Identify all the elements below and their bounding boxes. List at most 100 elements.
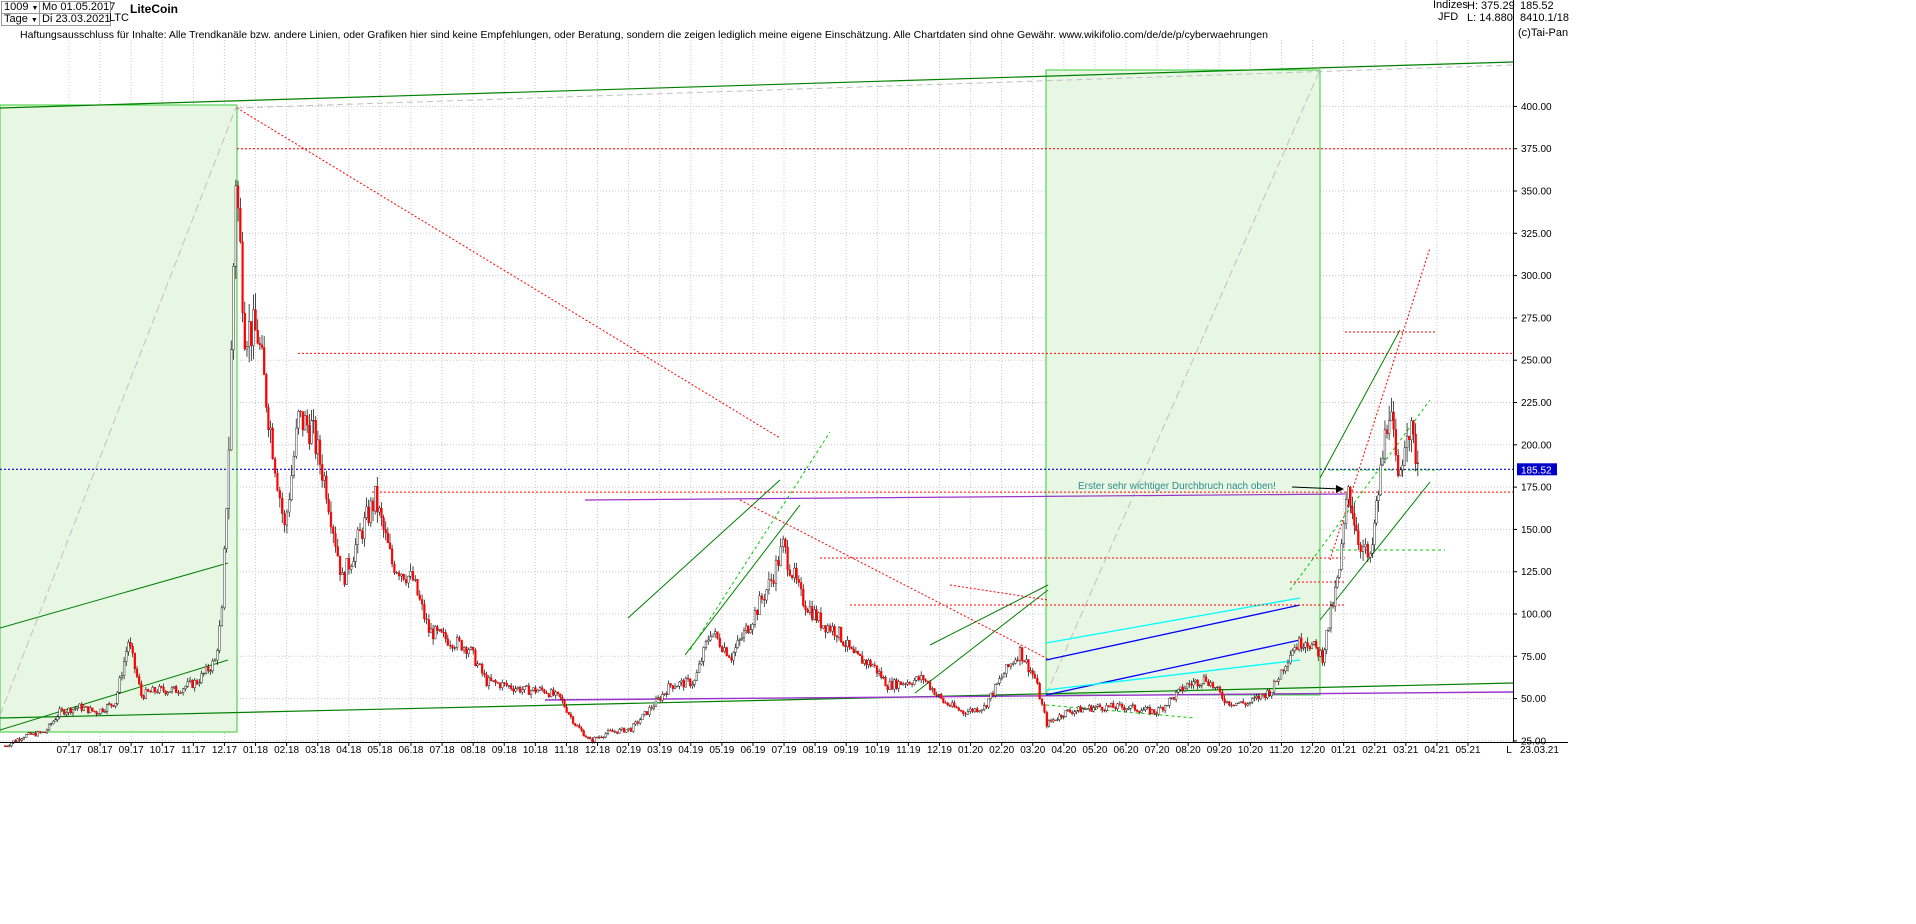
candle (54, 719, 57, 722)
candle (127, 642, 130, 652)
candle (269, 427, 272, 430)
candle (1403, 447, 1406, 466)
candle (926, 680, 929, 683)
candle (1198, 685, 1201, 687)
trend-line (0, 562, 229, 629)
candle (693, 680, 696, 685)
time-tick-label: 05.20 (1082, 745, 1107, 756)
candle (908, 682, 911, 685)
candle (162, 686, 165, 692)
candle (788, 569, 791, 576)
candle (494, 680, 497, 683)
candle (527, 685, 530, 695)
candle (8, 745, 11, 747)
candle (1040, 699, 1044, 705)
time-axis-labels: 07.17 08.17 09.17 10.17 11.17 12.17 01.18 02.18… (56, 742, 1559, 756)
candle (12, 740, 15, 744)
price-chart[interactable]: 25.00 50.00 75.00 100.00 125.00 150.00 175.00 2… (0, 0, 1568, 756)
candle (996, 682, 999, 685)
candle (1016, 659, 1019, 661)
candle (451, 645, 454, 649)
candle (523, 685, 526, 691)
candle (569, 713, 573, 717)
candle (170, 687, 174, 692)
candle (350, 565, 353, 570)
candle (1204, 676, 1208, 682)
candle (1012, 663, 1015, 665)
candle (747, 625, 750, 634)
candle (1295, 647, 1299, 650)
price-tick-label: 375.00 (1521, 144, 1552, 155)
candle (179, 692, 182, 694)
candle (760, 595, 764, 600)
time-tick-label: 06.18 (398, 745, 423, 756)
candle (1268, 690, 1271, 697)
candle (850, 647, 853, 650)
candle (848, 639, 851, 648)
candle (948, 705, 952, 707)
candle (248, 321, 251, 347)
candle (1371, 544, 1374, 554)
candle (99, 708, 102, 714)
candle (110, 703, 113, 706)
candle (856, 651, 860, 655)
candle (271, 427, 274, 459)
candle (709, 636, 712, 641)
candle (1266, 690, 1269, 699)
candle (195, 680, 199, 685)
time-tick-label: 03.21 (1393, 745, 1418, 756)
candle (763, 599, 766, 601)
candle (172, 686, 176, 689)
candle (390, 548, 394, 565)
period-selector[interactable]: Tage ▼ (1, 13, 41, 26)
candle (643, 711, 646, 715)
candle (1155, 712, 1158, 715)
candle (125, 651, 128, 662)
candle (616, 731, 619, 734)
candle (732, 652, 735, 661)
candle (256, 330, 259, 344)
candle (1085, 708, 1089, 710)
candle (184, 686, 187, 690)
candle (714, 631, 717, 635)
trend-lines (0, 61, 1514, 731)
candle (865, 659, 868, 665)
candle (400, 573, 403, 577)
candle (824, 625, 827, 633)
category-label: Indizes (1431, 0, 1470, 11)
trend-line (236, 64, 1514, 109)
highlight-zones (0, 69, 1321, 733)
candle (1304, 642, 1307, 648)
candle (1177, 688, 1180, 693)
candle (1142, 709, 1145, 711)
time-tick-label: 04.20 (1051, 745, 1076, 756)
candle (241, 241, 244, 314)
candle (707, 639, 710, 642)
candle (521, 689, 524, 693)
candle (915, 676, 918, 681)
candle (1275, 680, 1278, 683)
candle (686, 677, 690, 680)
candle (1345, 499, 1348, 524)
end-date-field[interactable]: Di 23.03.2021 (39, 13, 111, 26)
candle (736, 640, 739, 648)
candle (120, 675, 124, 678)
candle (538, 687, 542, 691)
candle (1211, 682, 1215, 688)
candle (465, 647, 468, 654)
candle (1334, 586, 1337, 607)
candle (661, 694, 664, 701)
candle (1075, 710, 1078, 713)
current-price-tag: 185.52 (1517, 463, 1557, 476)
candle (225, 508, 228, 550)
candle (1062, 716, 1065, 718)
candle (218, 625, 221, 651)
candle (380, 507, 383, 518)
candle (1148, 706, 1152, 714)
candle (1342, 523, 1345, 545)
candle (861, 655, 864, 664)
candle (325, 475, 328, 500)
candle (1248, 701, 1252, 704)
candle (135, 668, 139, 677)
candle (813, 609, 816, 620)
